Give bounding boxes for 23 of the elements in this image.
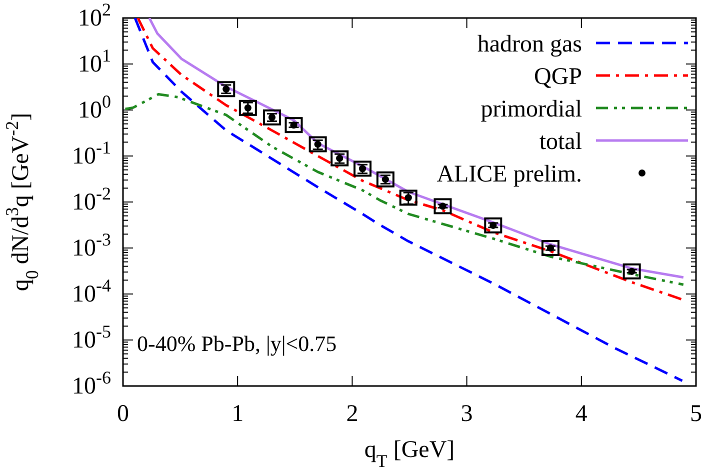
y-tick-label: 10$^{1}$ <box>78 46 111 78</box>
annotation: 0-40% Pb-Pb, |y|<0.75 <box>137 331 337 356</box>
legend-label: ALICE prelim. <box>436 161 582 188</box>
x-axis-title: q$_{T}$ [GeV] <box>364 437 455 471</box>
line-series <box>124 93 685 286</box>
legend-label: QGP <box>534 64 582 90</box>
y-tick-label: 10$^{2}$ <box>78 0 111 32</box>
x-tick-label: 0 <box>117 401 129 428</box>
legend-label: hadron gas <box>477 31 582 58</box>
x-tick-label: 2 <box>346 401 358 428</box>
y-tick-label: 10$^{-4}$ <box>72 276 111 308</box>
y-tick-label: 10$^{-1}$ <box>72 138 111 170</box>
x-tick-label: 4 <box>575 401 588 428</box>
y-tick-label: 10$^{-3}$ <box>72 230 111 262</box>
x-tick-label: 3 <box>460 401 473 428</box>
y-tick-label: 10$^{0}$ <box>78 92 111 124</box>
x-tick-label: 5 <box>690 401 702 428</box>
x-tick-label: 1 <box>232 401 244 428</box>
legend-label: total <box>539 128 582 155</box>
y-tick-label: 10$^{-5}$ <box>72 322 111 354</box>
y-tick-label: 10$^{-2}$ <box>72 184 111 216</box>
y-tick-label: 10$^{-6}$ <box>72 368 111 400</box>
legend-label: primordial <box>480 96 582 122</box>
